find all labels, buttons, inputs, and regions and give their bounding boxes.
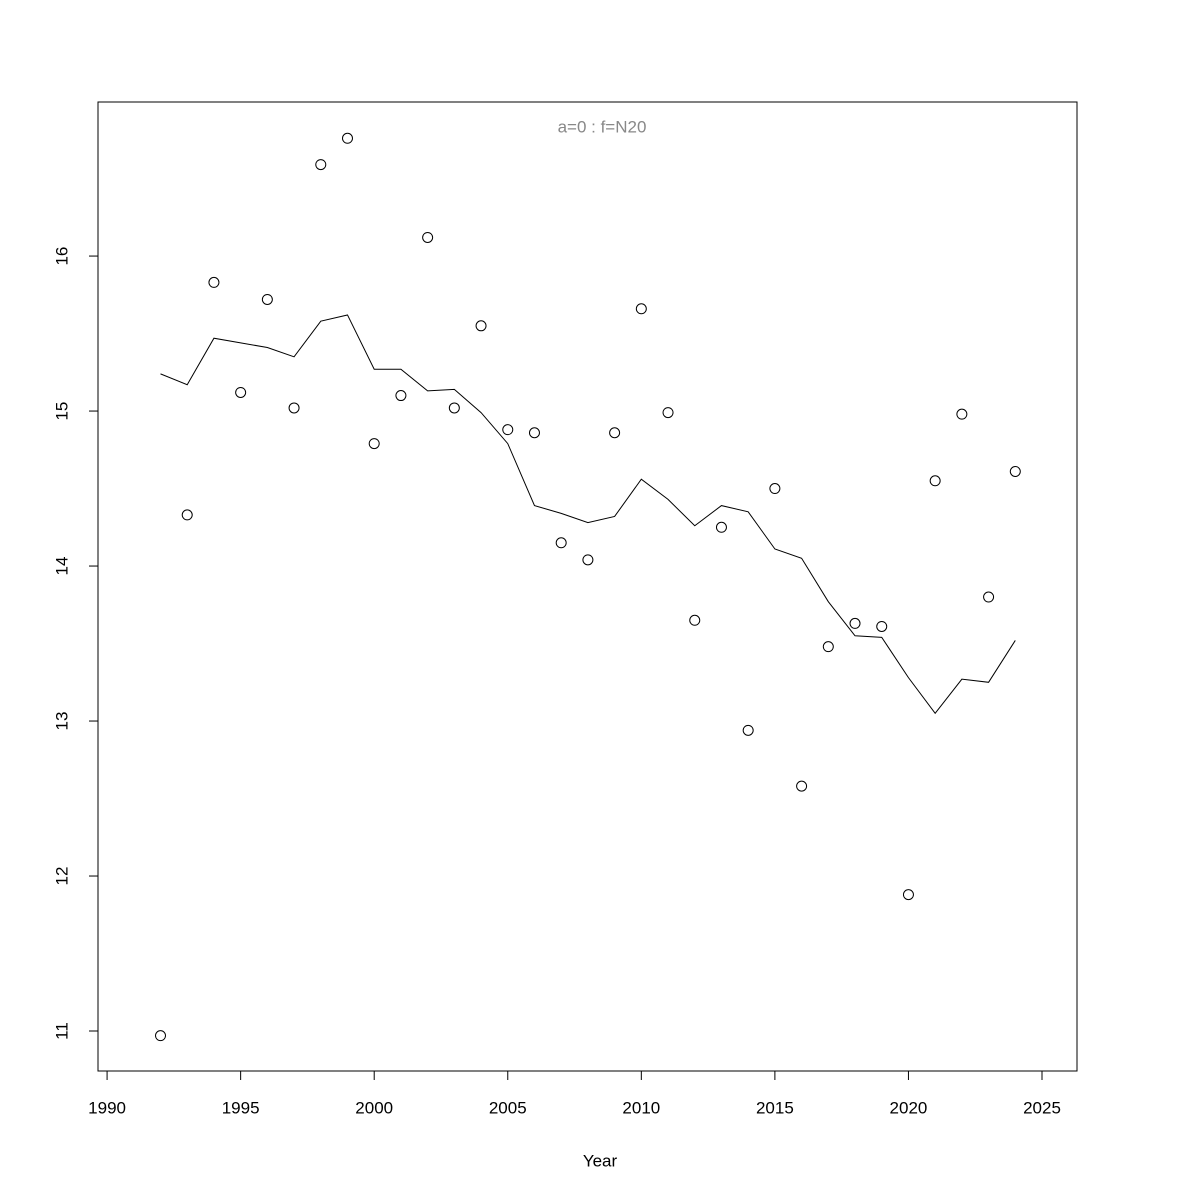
data-point bbox=[155, 1030, 167, 1042]
data-point bbox=[796, 780, 808, 792]
x-tick-label: 2005 bbox=[489, 1098, 527, 1117]
y-tick-label: 11 bbox=[52, 1022, 71, 1040]
y-tick-label: 14 bbox=[52, 557, 71, 576]
x-tick-label: 2020 bbox=[890, 1098, 928, 1117]
chart-title: a=0 : f=N20 bbox=[558, 117, 647, 136]
data-point bbox=[983, 591, 995, 603]
x-axis-label: Year bbox=[583, 1151, 618, 1170]
x-tick-label: 1995 bbox=[222, 1098, 260, 1117]
data-point bbox=[822, 641, 834, 653]
data-point bbox=[288, 402, 300, 414]
y-tick-label: 16 bbox=[52, 247, 71, 266]
data-point bbox=[742, 724, 754, 736]
data-point bbox=[181, 509, 193, 521]
data-point bbox=[662, 407, 674, 419]
data-point bbox=[208, 276, 220, 288]
data-point bbox=[956, 408, 968, 420]
data-point bbox=[341, 132, 353, 144]
trend-line bbox=[160, 314, 1016, 715]
data-point bbox=[422, 231, 434, 243]
y-tick-label: 12 bbox=[52, 867, 71, 886]
data-point bbox=[261, 293, 273, 305]
data-point bbox=[502, 424, 514, 436]
data-point bbox=[582, 554, 594, 566]
data-point bbox=[395, 390, 407, 402]
y-tick-label: 15 bbox=[52, 402, 71, 421]
data-point bbox=[715, 521, 727, 533]
data-point bbox=[902, 889, 914, 901]
data-point bbox=[368, 438, 380, 450]
data-point bbox=[528, 427, 540, 439]
data-point bbox=[235, 386, 247, 398]
x-tick-label: 1990 bbox=[88, 1098, 126, 1117]
plot-box bbox=[97, 101, 1078, 1072]
x-tick-label: 2015 bbox=[756, 1098, 794, 1117]
data-point bbox=[769, 483, 781, 495]
data-point bbox=[475, 320, 487, 332]
data-point bbox=[635, 303, 647, 315]
data-point bbox=[448, 402, 460, 414]
data-point bbox=[609, 427, 621, 439]
y-tick-label: 13 bbox=[52, 712, 71, 731]
x-tick-label: 2025 bbox=[1023, 1098, 1061, 1117]
x-tick-label: 2010 bbox=[622, 1098, 660, 1117]
data-point bbox=[849, 617, 861, 629]
data-point bbox=[929, 475, 941, 487]
data-point bbox=[876, 620, 888, 632]
data-point bbox=[1009, 465, 1021, 477]
data-point bbox=[689, 614, 701, 626]
data-point bbox=[555, 537, 567, 549]
x-tick-label: 2000 bbox=[355, 1098, 393, 1117]
data-point bbox=[315, 159, 327, 171]
